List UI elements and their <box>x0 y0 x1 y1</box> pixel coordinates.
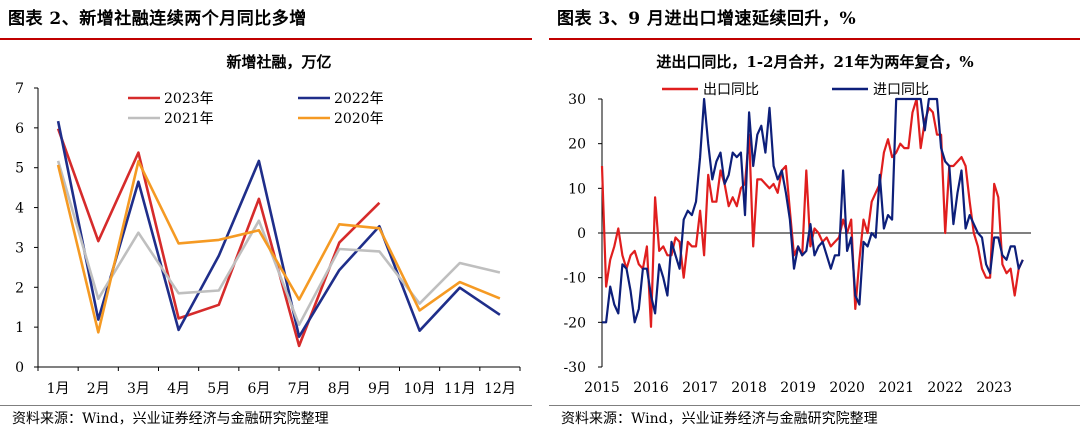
legend-label: 2023年 <box>164 91 214 107</box>
series-line-进口同比 <box>602 97 1024 324</box>
x-tick-label: 11月 <box>444 381 476 397</box>
y-tick-label: 5 <box>15 161 24 177</box>
x-tick-label: 12月 <box>484 381 516 397</box>
x-tick-label: 9月 <box>368 381 391 397</box>
series-line-2021年 <box>56 160 501 327</box>
source-note: 资料来源：Wind，兴业证券经济与金融研究院整理 <box>561 411 878 427</box>
y-tick-label: 0 <box>15 360 24 376</box>
panel-title: 图表 3、9 月进出口增速延续回升，% <box>557 9 857 29</box>
y-tick-label: 4 <box>15 201 24 217</box>
left-panel: 图表 2、新增社融连续两个月同比多增 新增社融，万亿 0 1 2 3 4 5 6 7 1月 2月 3月… <box>0 0 532 435</box>
y-tick-label: -30 <box>563 360 586 376</box>
source-note: 资料来源：Wind，兴业证券经济与金融研究院整理 <box>12 411 329 427</box>
x-tick-label: 5月 <box>207 381 230 397</box>
x-tick-label: 2022 <box>927 380 963 396</box>
legend-label: 2020年 <box>334 111 384 127</box>
x-tick-label: 2017 <box>682 380 718 396</box>
y-tick-label: 1 <box>15 320 24 336</box>
x-tick-label: 2023 <box>976 380 1012 396</box>
y-tick-label: 20 <box>568 137 586 153</box>
y-tick-label: -20 <box>563 315 586 331</box>
y-tick-label: 7 <box>15 81 24 97</box>
x-tick-label: 2018 <box>731 380 767 396</box>
x-tick-label: 2016 <box>633 380 669 396</box>
y-tick-label: 6 <box>15 121 24 137</box>
x-tick-label: 2020 <box>829 380 865 396</box>
x-tick-label: 2月 <box>87 381 110 397</box>
y-tick-label: 0 <box>577 226 586 242</box>
title-divider <box>549 38 1080 40</box>
y-tick-label: -10 <box>563 271 586 287</box>
x-tick-label: 10月 <box>404 381 436 397</box>
x-tick-label: 2021 <box>878 380 914 396</box>
trade-yoy-chart: 进出口同比，1-2月合并，21年为两年复合，% -30 -20 -10 0 10 20 30 2… <box>563 53 1031 396</box>
series-line-2022年 <box>56 120 501 339</box>
right-panel: 图表 3、9 月进出口增速延续回升，% 进出口同比，1-2月合并，21年为两年复… <box>549 0 1080 435</box>
title-divider <box>0 38 532 40</box>
panel-title: 图表 2、新增社融连续两个月同比多增 <box>8 9 307 29</box>
y-tick-label: 10 <box>568 181 586 197</box>
x-tick-label: 6月 <box>247 381 270 397</box>
source-divider <box>0 405 532 406</box>
y-tick-label: 2 <box>15 280 24 296</box>
x-tick-label: 1月 <box>47 381 70 397</box>
chart-title: 进出口同比，1-2月合并，21年为两年复合，% <box>656 53 973 71</box>
x-tick-label: 4月 <box>167 381 190 397</box>
series-line-出口同比 <box>600 97 1024 328</box>
chart-title: 新增社融，万亿 <box>226 53 331 71</box>
legend-label: 2022年 <box>334 91 384 107</box>
x-tick-label: 2019 <box>780 380 816 396</box>
x-tick-label: 8月 <box>328 381 351 397</box>
y-tick-label: 3 <box>15 240 24 256</box>
y-tick-label: 30 <box>568 92 586 108</box>
source-divider <box>549 405 1080 406</box>
x-tick-label: 7月 <box>288 381 311 397</box>
legend-label: 2021年 <box>164 111 214 127</box>
social-financing-chart: 新增社融，万亿 0 1 2 3 4 5 6 7 1月 2月 3月 4月 5月 6月 7月 8月 9月 10月 11月 1… <box>15 53 521 397</box>
legend-label: 出口同比 <box>703 82 759 98</box>
series-line-2020年 <box>56 160 501 334</box>
x-tick-label: 2015 <box>584 380 620 396</box>
x-tick-label: 3月 <box>127 381 150 397</box>
legend-label: 进口同比 <box>873 82 929 98</box>
